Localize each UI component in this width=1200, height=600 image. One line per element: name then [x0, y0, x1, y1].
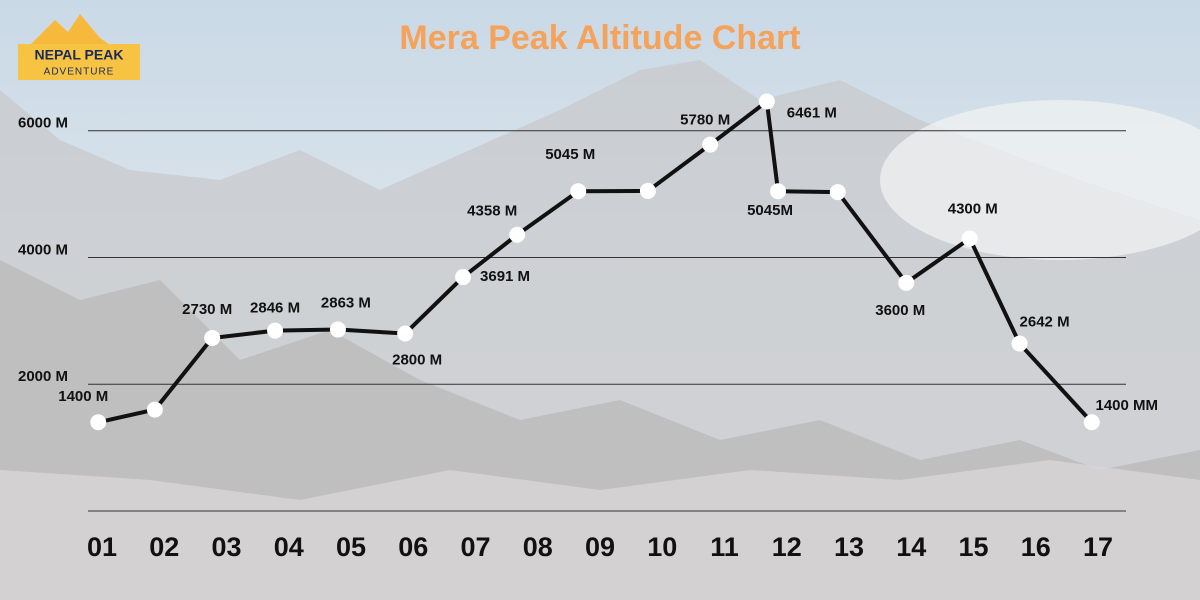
x-tick-label: 06	[398, 532, 428, 562]
point	[829, 184, 846, 201]
point	[204, 329, 221, 346]
point	[267, 322, 284, 339]
point	[1083, 414, 1100, 431]
x-tick-label: 07	[460, 532, 490, 562]
data-label: 2730 M	[182, 301, 232, 318]
x-tick-label: 13	[834, 532, 864, 562]
point	[758, 93, 775, 110]
data-label: 3691 M	[480, 268, 530, 285]
data-label: 4300 M	[948, 200, 998, 217]
data-label: 4358 M	[467, 203, 517, 220]
point	[1011, 335, 1028, 352]
x-tick-label: 10	[647, 532, 677, 562]
y-tick-label: 6000 M	[18, 115, 68, 132]
point	[509, 226, 526, 243]
point	[455, 269, 472, 286]
x-tick-label: 08	[523, 532, 553, 562]
data-label: 3600 M	[875, 302, 925, 319]
logo: NEPAL PEAK ADVENTURE	[18, 14, 140, 80]
point	[329, 321, 346, 338]
x-tick-label: 05	[336, 532, 366, 562]
data-label: 6461 M	[787, 104, 837, 121]
data-label: 1400 M	[58, 388, 108, 405]
point	[898, 274, 915, 291]
x-tick-label: 15	[958, 532, 988, 562]
data-label: 5045M	[747, 202, 793, 219]
x-tick-label: 11	[710, 532, 739, 562]
x-tick-label: 17	[1083, 532, 1113, 562]
data-label: 2863 M	[321, 295, 371, 312]
point	[570, 183, 587, 200]
x-tick-label: 03	[211, 532, 241, 562]
x-tick-label: 04	[274, 532, 304, 562]
x-tick-label: 14	[896, 532, 926, 562]
chart-title: Mera Peak Altitude Chart	[399, 19, 800, 57]
data-label: 2642 M	[1020, 314, 1070, 331]
point	[397, 325, 414, 342]
logo-line: ADVENTURE	[44, 67, 115, 78]
point	[639, 182, 656, 199]
x-tick-label: 09	[585, 532, 615, 562]
point	[961, 230, 978, 247]
data-label: 5045 M	[545, 146, 595, 163]
point	[90, 414, 107, 431]
point	[146, 401, 163, 418]
data-label: 1400 MM	[1096, 397, 1159, 414]
x-tick-label: 12	[772, 532, 802, 562]
data-label: 2846 M	[250, 300, 300, 317]
y-tick-label: 4000 M	[18, 241, 68, 258]
x-tick-label: 16	[1021, 532, 1051, 562]
line	[97, 99, 1094, 425]
point	[770, 183, 787, 200]
point	[702, 136, 719, 153]
data-label: 5780 M	[680, 112, 730, 129]
x-tick-label: 01	[87, 532, 117, 562]
data-label: 2800 M	[392, 351, 442, 368]
y-tick-label: 2000 M	[18, 368, 68, 385]
x-tick-label: 02	[149, 532, 179, 562]
logo-line: NEPAL PEAK	[35, 47, 124, 63]
